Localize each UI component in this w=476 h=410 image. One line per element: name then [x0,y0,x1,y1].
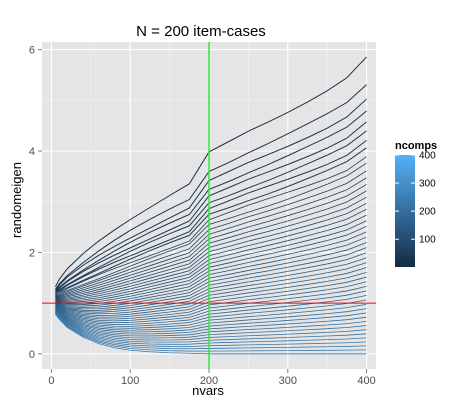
series-line-ncomps-30 [55,276,367,318]
legend-label: 200 [419,207,436,218]
series-line-ncomps-28 [55,267,367,315]
series-line-ncomps-31 [55,281,367,320]
series-line-ncomps-38 [55,310,367,333]
series-line-ncomps-33 [55,290,367,324]
series-line-ncomps-15 [55,196,367,301]
series-line-ncomps-2 [54,84,367,290]
series-line-ncomps-34 [55,295,367,325]
eigen-curves [54,56,367,355]
series-line-ncomps-19 [55,220,367,303]
series-line-ncomps-39 [55,310,367,335]
series-line-ncomps-24 [55,247,367,308]
y-tick-label: 2 [29,247,35,259]
series-line-ncomps-25 [55,252,367,310]
series-line-ncomps-47 [55,313,367,352]
series-line-ncomps-43 [55,312,367,343]
series-line-ncomps-6 [55,130,367,294]
series-line-ncomps-46 [55,313,367,350]
series-line-ncomps-3 [54,98,367,292]
series-line-ncomps-7 [55,139,367,296]
series-line-ncomps-14 [55,190,367,300]
series-line-ncomps-18 [55,214,367,302]
x-tick-label: 100 [121,375,139,387]
series-line-ncomps-20 [55,225,367,304]
series-line-ncomps-8 [55,147,367,296]
series-line-ncomps-22 [55,236,367,306]
series-line-ncomps-32 [55,285,367,322]
x-tick-label: 400 [357,375,375,387]
y-axis-title: randomeigen [9,162,24,238]
series-line-ncomps-27 [55,262,367,313]
series-line-ncomps-9 [55,156,367,297]
series-line-ncomps-41 [55,311,367,339]
series-line-ncomps-23 [55,242,367,307]
y-tick-label: 6 [29,45,35,57]
series-line-ncomps-5 [54,121,367,294]
x-tick-label: 300 [279,375,297,387]
x-tick-label: 0 [48,375,54,387]
series-line-ncomps-12 [55,177,367,299]
series-line-ncomps-36 [55,303,367,329]
legend-label: 100 [419,235,436,246]
x-tick-label: 200 [200,375,218,387]
series-line-ncomps-37 [55,308,367,331]
axes: 0 100 200 300 400 0 2 4 6 [29,45,376,387]
legend-colorbar [395,155,415,267]
series-line-ncomps-44 [55,312,367,345]
series-line-ncomps-1 [54,56,367,288]
series-line-ncomps-17 [55,208,367,302]
series-line-ncomps-40 [55,310,367,337]
reference-lines [42,42,376,369]
x-axis-title: nvars [192,383,224,398]
y-tick-label: 4 [29,146,35,158]
series-line-ncomps-29 [55,271,367,316]
series-line-ncomps-16 [55,202,367,301]
series-line-ncomps-13 [55,184,367,299]
series-line-ncomps-10 [55,162,367,297]
legend-label: 400 [419,151,436,162]
series-line-ncomps-42 [55,311,367,341]
series-line-ncomps-45 [55,312,367,347]
series-line-ncomps-4 [55,110,367,292]
series-line-ncomps-11 [55,170,367,298]
series-line-ncomps-26 [55,257,367,311]
chart-title: N = 200 item-cases [136,23,266,40]
legend-title: ncomps [395,140,437,152]
y-tick-label: 0 [29,349,35,361]
legend: ncomps 100 200 300 400 [395,140,437,267]
series-line-ncomps-35 [55,299,367,327]
legend-label: 300 [419,179,436,190]
